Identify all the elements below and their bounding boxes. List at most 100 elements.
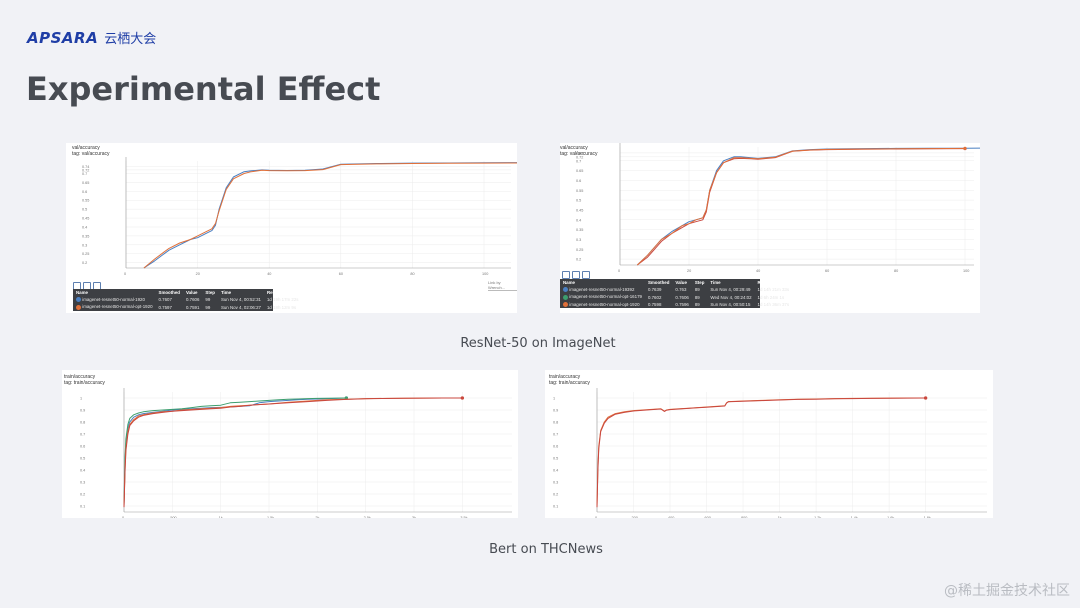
x-tick-label: 20 <box>687 269 691 273</box>
series-line-red <box>596 397 926 508</box>
x-tick-label: 2k <box>315 516 319 518</box>
x-tick-label: 3.5k <box>460 516 467 518</box>
x-tick-label: 60 <box>825 269 829 273</box>
x-tick-label: 400 <box>668 516 674 518</box>
series-line-orange <box>123 397 463 507</box>
series-line-red <box>636 148 966 266</box>
y-tick-label: 0.35 <box>576 228 583 232</box>
legend-tooltip: Name Smoothed Value Step Time Relative imagen… <box>560 279 789 309</box>
series-end-marker <box>460 396 464 400</box>
legend-row: imagenet-resnet50-normal-opt-1920 0.7598 0… <box>560 301 792 308</box>
resnet-caption: ResNet-50 on ImageNet <box>460 336 616 351</box>
y-tick-label: 0.4 <box>80 469 85 473</box>
y-tick-label: 0.4 <box>553 469 558 473</box>
series-swatch <box>76 304 81 310</box>
legend-header: Smoothed <box>158 290 180 295</box>
x-tick-label: 20 <box>196 272 200 276</box>
y-tick-label: 0.65 <box>576 169 583 173</box>
y-tick-label: 0.55 <box>576 189 583 193</box>
y-tick-label: 0.5 <box>82 208 87 212</box>
y-tick-label: 0.72 <box>576 155 583 159</box>
y-tick-label: 0.6 <box>553 445 558 449</box>
bert-caption: Bert on THCNews <box>489 542 603 557</box>
x-tick-label: 1.2k <box>814 516 821 518</box>
series-line-orange <box>596 397 926 507</box>
legend-header: Step <box>205 290 215 295</box>
legend-tooltip: Name Smoothed Value Step Time Relative imagen… <box>73 289 298 311</box>
legend-header: Time <box>220 290 232 295</box>
series-line-green <box>123 397 347 504</box>
y-tick-label: 0.3 <box>576 238 581 242</box>
y-tick-label: 0.5 <box>80 457 85 461</box>
logo-chinese: 云栖大会 <box>104 32 157 47</box>
x-tick-label: 500 <box>170 516 176 518</box>
series-swatch <box>563 287 568 293</box>
x-tick-label: 0 <box>595 516 597 518</box>
resnet-chart-panel-left: val/accuracy tag: val/accuracy 0.2 0.25 0.… <box>66 143 517 313</box>
logo: APSARA 云栖大会 <box>27 28 157 48</box>
legend-row: imagenet-resnet50-normal-1920 0.7607 0.760… <box>73 296 301 303</box>
chart-subtitle-text: tag: val/accuracy <box>560 151 598 157</box>
data-icon[interactable] <box>572 271 580 279</box>
slide-title: Experimental Effect <box>26 70 381 108</box>
y-tick-label: 0.2 <box>576 258 581 262</box>
x-tick-label: 200 <box>632 516 638 518</box>
legend-header: Relative <box>757 280 775 285</box>
zoom-icon[interactable] <box>562 271 570 279</box>
accuracy-line-chart: 0.1 0.2 0.3 0.4 0.5 0.6 0.7 0.8 0.9 1 0 500 1k 1.5k 2k… <box>80 388 512 518</box>
y-tick-label: 1 <box>553 397 555 401</box>
y-tick-label: 0.5 <box>553 457 558 461</box>
y-tick-label: 0.45 <box>82 217 89 221</box>
x-tick-label: 1.8k <box>924 516 931 518</box>
fit-icon[interactable] <box>582 271 590 279</box>
y-tick-label: 0.9 <box>553 409 558 413</box>
y-tick-label: 0.65 <box>82 181 89 185</box>
legend-header: Name <box>76 290 88 295</box>
chart-subtitle-text: tag: train/accuracy <box>549 380 590 386</box>
y-tick-label: 0.7 <box>576 159 581 163</box>
chart-subtitle-text: tag: train/accuracy <box>64 380 105 386</box>
legend-header: Step <box>694 280 705 285</box>
legend-row: imagenet-resnet50-normal-19392 0.7639 0.76… <box>560 286 792 293</box>
x-tick-label: 0 <box>124 272 126 276</box>
legend-header: Smoothed <box>647 280 670 285</box>
y-tick-label: 0.1 <box>553 505 558 509</box>
y-tick-label: 0.25 <box>82 252 89 256</box>
x-tick-label: 600 <box>705 516 711 518</box>
x-tick-label: 1k <box>778 516 782 518</box>
accuracy-line-chart: 0.20.250.30.350.40.450.50.550.60.650.70.… <box>82 157 517 276</box>
y-tick-label: 0.8 <box>553 421 558 425</box>
link-select[interactable]: Link by Wrench... <box>488 280 517 291</box>
logo-brand: APSARA <box>27 28 99 47</box>
x-tick-label: 1.6k <box>887 516 894 518</box>
x-tick-label: 800 <box>741 516 747 518</box>
x-tick-label: 0 <box>618 269 620 273</box>
chart-title-text: train/accuracy <box>549 374 581 380</box>
chart-title: val/accuracy tag: val/accuracy <box>560 145 598 157</box>
series-line-orange <box>143 162 517 269</box>
y-tick-label: 0.2 <box>553 493 558 497</box>
y-tick-label: 0.45 <box>576 208 583 212</box>
legend-header: Name <box>563 280 575 285</box>
legend-row: imagenet-resnet50-normal-opt-16179 0.7602… <box>560 293 792 300</box>
watermark: @稀土掘金技术社区 <box>944 583 1070 599</box>
x-tick-label: 1.4k <box>851 516 858 518</box>
series-line-red <box>123 397 463 508</box>
y-tick-label: 0.6 <box>82 190 87 194</box>
legend-header: Time <box>710 280 721 285</box>
series-line-orange <box>636 147 966 266</box>
resnet-chart-panel-right: val/accuracy tag: val/accuracy 0.2 0.25 0.… <box>560 143 980 313</box>
y-tick-label: 0.5 <box>576 199 581 203</box>
legend-header: Value <box>675 280 687 285</box>
y-tick-label: 0.6 <box>576 179 581 183</box>
chart-title-text: val/accuracy <box>560 145 588 151</box>
legend-header: Relative <box>266 290 284 295</box>
x-tick-label: 100 <box>482 272 488 276</box>
y-tick-label: 1 <box>80 397 82 401</box>
y-tick-label: 0.74 <box>82 165 89 169</box>
y-tick-label: 0.25 <box>576 248 583 252</box>
series-end-marker <box>924 396 928 400</box>
series-swatch <box>76 297 81 303</box>
x-tick-label: 80 <box>894 269 898 273</box>
bert-chart-panel-right: train/accuracy tag: train/accuracy 0.1 0.… <box>545 370 993 518</box>
